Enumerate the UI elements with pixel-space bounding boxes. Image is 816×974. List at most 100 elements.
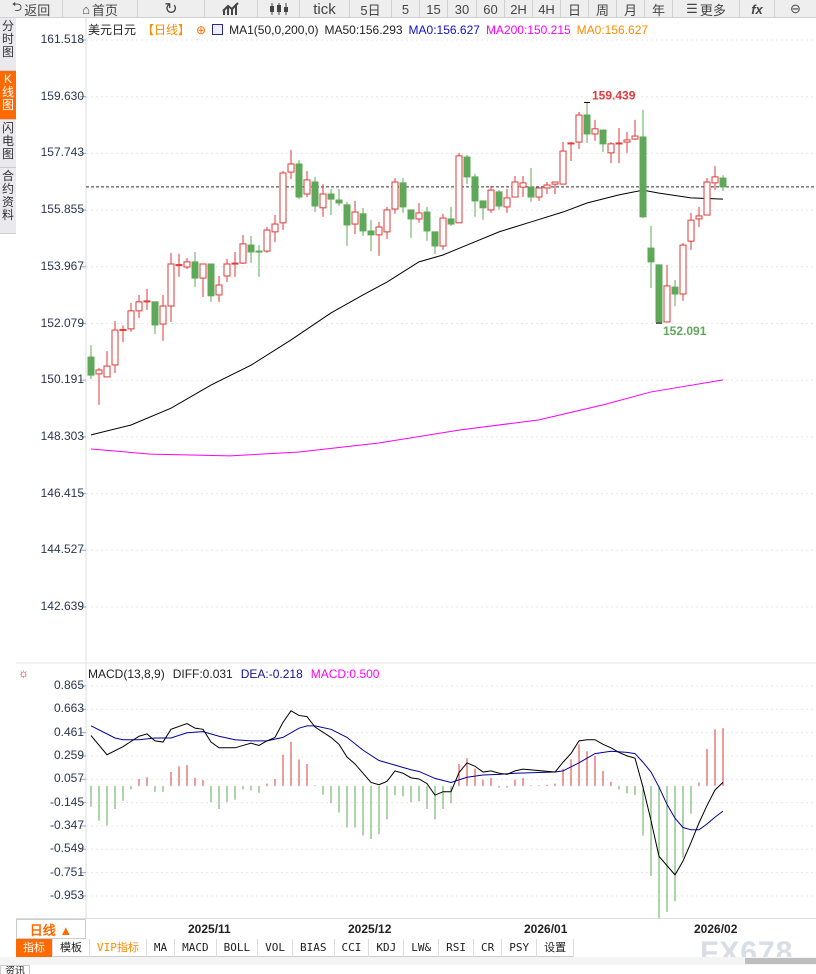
candle-body [447, 218, 455, 225]
candle-body [343, 204, 351, 226]
indicator-tab[interactable]: VIP指标 [90, 939, 147, 957]
symbol-name: 美元日元 [88, 23, 137, 37]
low-price-label: 152.091 [663, 324, 707, 338]
candle-body [543, 184, 551, 189]
back-button[interactable]: ⮌ 返回 [0, 0, 63, 18]
home-icon: ⌂ [82, 1, 90, 17]
price-axis-label: 146.415 [40, 485, 84, 500]
period-30min[interactable]: 30 [448, 0, 477, 18]
indicator-tab[interactable]: RSI [439, 939, 474, 957]
zoom-out-icon: ⊖ [790, 1, 801, 16]
indicator-tab[interactable]: KDJ [369, 939, 405, 957]
candle-body [583, 114, 591, 135]
candle-body [103, 365, 111, 378]
period-2h[interactable]: 2H [505, 0, 533, 18]
candle-body [223, 263, 231, 277]
candle-body [479, 200, 487, 209]
chart-legend: 美元日元 【日线】 ⊕ MA1(50,0,200,0) MA50:156.293… [88, 21, 648, 38]
bar-chart-icon [222, 2, 239, 15]
sun-settings-icon[interactable]: ☼ [18, 666, 29, 680]
period-week[interactable]: 周 [589, 0, 617, 18]
period-4h[interactable]: 4H [533, 0, 561, 18]
dea-line [90, 725, 724, 831]
period-60min[interactable]: 60 [477, 0, 505, 18]
formula-button[interactable]: fx [740, 0, 775, 18]
settings-circle-icon[interactable]: ⊕ [196, 22, 207, 37]
candle-body [639, 136, 647, 218]
candle-body [215, 284, 223, 296]
indicator-tab[interactable]: 模板 [53, 939, 90, 957]
indicator-tab[interactable]: MA [147, 939, 176, 957]
candle-body [311, 181, 319, 207]
diff-value: DIFF:0.031 [172, 667, 233, 681]
indicator-tab[interactable]: MACD [175, 939, 217, 957]
candle-body [431, 231, 439, 247]
candle-body [567, 142, 575, 145]
dea-value: DEA:-0.218 [240, 667, 303, 681]
candle-body [671, 286, 679, 295]
price-axis-label: 142.639 [40, 599, 84, 613]
indicator-tab[interactable]: 设置 [537, 939, 575, 957]
tab-news[interactable]: 资讯 [0, 965, 30, 974]
period-month[interactable]: 月 [617, 0, 645, 18]
indicator-tab[interactable]: CR [474, 939, 503, 957]
more-button[interactable]: ☰ 更多 [673, 0, 740, 18]
candle-body [471, 176, 479, 202]
candle-body [319, 193, 327, 209]
candle-body [247, 244, 255, 253]
scrollbar-thumb[interactable] [745, 958, 816, 964]
candle-body [631, 135, 639, 140]
candle-body [287, 163, 295, 173]
candle-body [415, 212, 423, 220]
candle-body [127, 310, 135, 330]
candle-body [239, 243, 247, 264]
candle-body [559, 150, 567, 185]
zoom-out-button[interactable]: ⊖ [775, 0, 816, 18]
candle-body [207, 263, 215, 297]
indicator-tab[interactable]: VOL [258, 939, 293, 957]
indicator-tab[interactable]: BIAS [293, 939, 335, 957]
period-day[interactable]: 日 [561, 0, 589, 18]
refresh-button[interactable]: ↻ [138, 0, 205, 18]
period-5day[interactable]: 5日 [350, 0, 392, 18]
tab-flash-chart[interactable]: 闪电图 [0, 120, 16, 168]
macd-axis-label: 0.461 [53, 724, 84, 739]
candle-body [695, 215, 703, 220]
indicator-tab[interactable]: BOLL [217, 939, 259, 957]
horizontal-scrollbar[interactable] [0, 957, 816, 965]
macd-axis-label: -0.549 [49, 841, 84, 856]
indicator-chart-button[interactable] [205, 0, 258, 18]
candle-body [375, 226, 383, 236]
period-year[interactable]: 年 [645, 0, 673, 18]
indicator-tab[interactable]: PSY [502, 939, 538, 957]
candle-body [151, 301, 159, 326]
candle-body [271, 223, 279, 233]
period-5min[interactable]: 5 [392, 0, 420, 18]
tab-contract-info[interactable]: 合约资料 [0, 168, 16, 234]
macd-axis-label: -0.145 [49, 794, 84, 809]
ma-indicator-icon[interactable] [212, 24, 224, 35]
tab-time-sharing[interactable]: 分时图 [0, 18, 16, 71]
home-button[interactable]: ⌂ 首页 [63, 0, 138, 18]
indicator-tab[interactable]: 指标 [16, 939, 53, 957]
tab-kline[interactable]: K线图 [0, 71, 16, 120]
candle-chart-button[interactable] [258, 0, 300, 18]
indicator-tabs: 指标 模板 VIP指标 MA MACD BOLL VOL BIAS CCI KDJ LW& RSI CR… [16, 939, 575, 957]
candle-body [503, 197, 511, 208]
macd-axis-label: 0.057 [53, 771, 84, 786]
indicator-tab[interactable]: CCI [335, 939, 370, 957]
candle-body [159, 305, 167, 325]
indicator-tab[interactable]: LW& [404, 939, 440, 957]
period-dropdown[interactable]: 日线 ▲ [16, 919, 86, 939]
candle-body [367, 230, 375, 236]
macd-value: MACD:0.500 [310, 667, 380, 681]
period-15min[interactable]: 15 [420, 0, 448, 18]
price-axis-label: 144.527 [40, 542, 84, 557]
tick-button[interactable]: tick [300, 0, 350, 18]
back-arrow-icon: ⮌ [11, 0, 23, 14]
candle-body [295, 163, 303, 198]
diff-line [90, 710, 724, 876]
date-label: 2026/02 [694, 922, 738, 936]
candle-body [255, 250, 263, 253]
